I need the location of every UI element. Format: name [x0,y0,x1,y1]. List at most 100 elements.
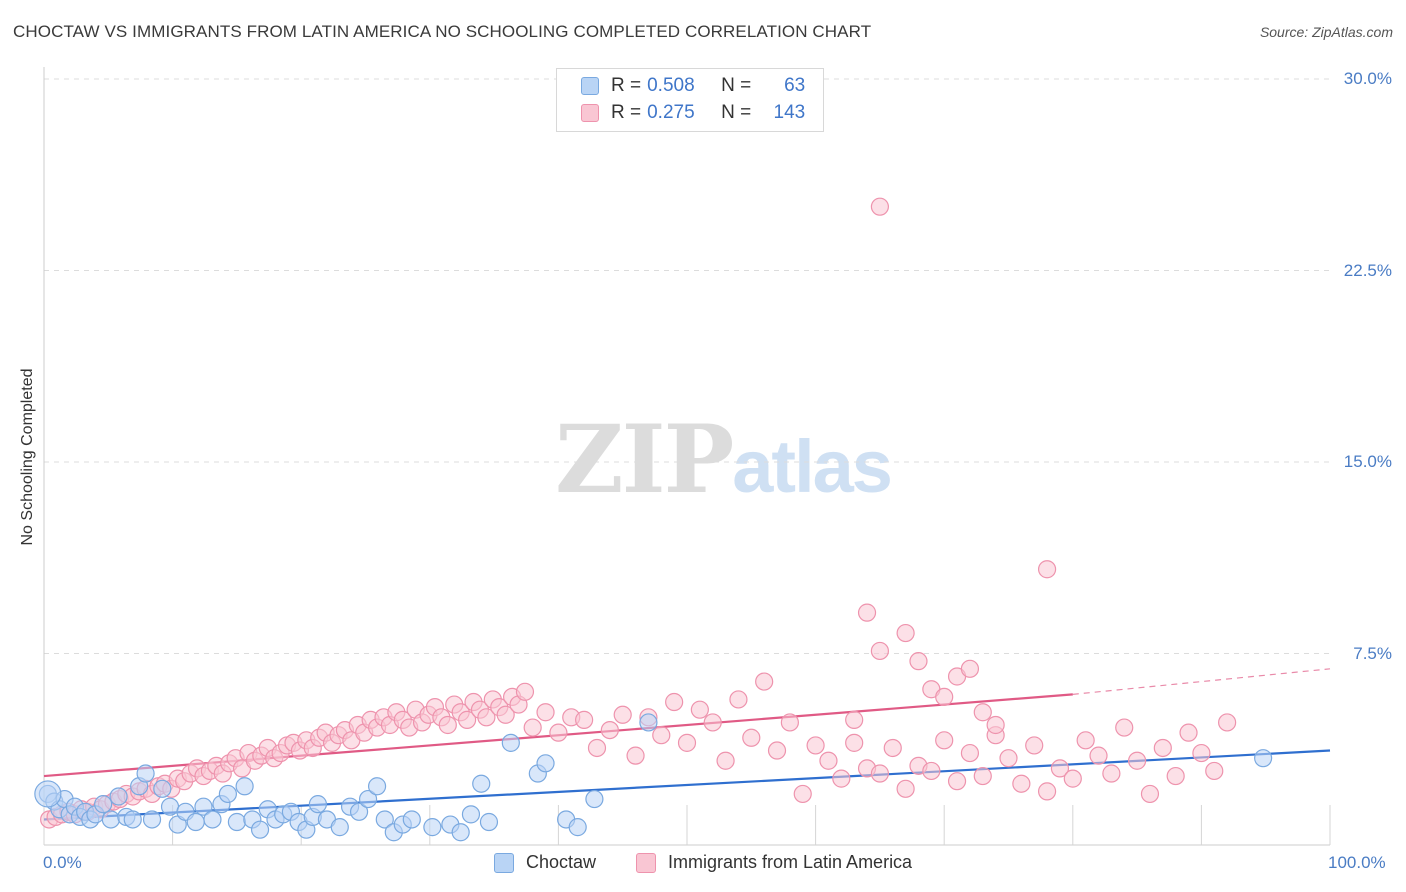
choctaw-point [160,797,180,816]
y-tick-label: 30.0% [1343,69,1392,88]
immigrants-point [703,713,722,732]
legend-r-label: R = [611,102,642,123]
choctaw-point [402,810,421,829]
immigrants-point [1037,782,1057,801]
immigrants-point [1012,774,1031,793]
choctaw-point [227,812,246,832]
immigrants-point [1050,759,1070,778]
immigrants-point [1102,764,1121,783]
choctaw-trend-line [43,749,1331,821]
y-tick-label: 15.0% [1343,452,1392,471]
choctaw-point [218,784,237,804]
immigrants-point [922,761,941,781]
choctaw-point [461,805,481,824]
immigrants-point [883,738,902,758]
choctaw-point [358,789,378,809]
immigrants-point [1153,738,1172,758]
immigrants-point [832,769,851,788]
immigrants-point [742,728,761,747]
series-legend-immigrants[interactable]: Immigrants from Latin America [636,852,912,873]
y-tick-label: 7.5% [1353,643,1392,663]
immigrants-point [575,710,594,729]
choctaw-point [308,795,328,814]
y-axis-label: No Schooling Completed [19,368,36,546]
immigrants-point [1166,766,1185,786]
x-tick-label-max: 100.0% [1328,853,1386,872]
immigrants-point [1089,746,1108,765]
choctaw-point [136,764,155,783]
choctaw-point [568,818,587,837]
immigrants-point [870,641,890,661]
immigrants-point [935,731,954,750]
series-legend-choctaw[interactable]: Choctaw [494,852,596,873]
data-points [34,197,1273,842]
chart-title: CHOCTAW VS IMMIGRANTS FROM LATIN AMERICA… [13,22,872,41]
watermark-atlas: atlas [732,425,893,508]
immigrants-point [1192,743,1211,763]
legend-n-label: N = [721,102,752,123]
immigrants-point [1140,784,1160,804]
immigrants-point [587,738,607,758]
legend-r-value: 0.275 [647,102,695,123]
choctaw-point [123,810,142,829]
legend-row-choctaw: R = 0.508 N = 63 [581,75,805,97]
legend-swatch-choctaw [581,77,599,95]
immigrants-point [438,715,457,735]
choctaw-point [536,754,555,773]
immigrants-point [870,764,890,783]
immigrants-point [960,659,980,678]
choctaw-point [367,777,387,796]
immigrants-point [677,733,697,752]
immigrants-point [845,733,864,752]
immigrants-point [665,692,684,712]
immigrants-point [1218,713,1237,732]
immigrants-point [806,736,825,755]
correlation-legend: R = 0.508 N = 63 R = 0.275 N = 143 [556,68,824,132]
choctaw-point [186,812,205,832]
series-legend: Choctaw Immigrants from Latin America [0,852,1406,876]
immigrants-point [536,703,555,722]
legend-r-label: R = [611,75,642,96]
legend-swatch-immigrants [581,104,599,122]
legend-r-value: 0.508 [647,75,695,96]
legend-n-label: N = [721,75,752,96]
immigrants-point [1025,736,1044,755]
choctaw-point [585,789,604,809]
choctaw-point [375,810,394,829]
choctaw-point [250,820,270,839]
immigrants-point [1205,761,1224,781]
series-label-choctaw: Choctaw [526,852,597,872]
immigrants-point [515,682,535,701]
watermark-zip: ZIP [555,405,734,515]
watermark: ZIPatlas [555,405,893,515]
choctaw-point [472,774,491,793]
immigrants-point [896,623,915,643]
immigrants-point [716,751,735,770]
choctaw-point [639,713,658,732]
immigrants-point [652,726,671,745]
immigrants-point [999,749,1018,768]
choctaw-point [330,818,349,837]
choctaw-point [423,818,442,837]
immigrants-point [626,746,645,765]
choctaw-point [1254,749,1273,768]
immigrants-point [457,710,477,729]
immigrants-point [793,784,812,804]
immigrants-point [896,779,915,798]
immigrants-point [935,687,954,707]
legend-row-immigrants: R = 0.275 N = 143 [581,102,805,124]
immigrants-point [857,603,877,622]
immigrants-point [1063,769,1082,788]
legend-n-value: 143 [773,102,806,123]
immigrants-point [1179,723,1198,742]
immigrants-point [690,700,709,719]
choctaw-point [349,802,369,821]
immigrants-point [613,705,632,724]
immigrants-point [1037,560,1057,579]
immigrants-point [477,708,496,727]
immigrants-point [973,703,992,722]
series-swatch-immigrants [636,852,656,873]
choctaw-point [101,810,120,829]
choctaw-point [501,733,520,752]
